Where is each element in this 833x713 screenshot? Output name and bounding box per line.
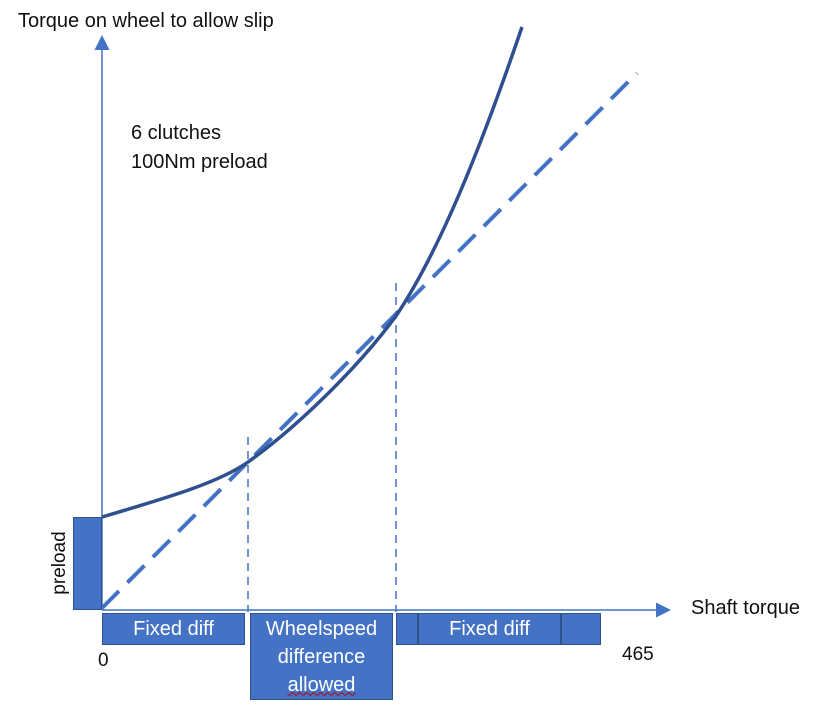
x-axis-title: Shaft torque bbox=[691, 597, 800, 619]
wheelspeed-difference-box: Wheelspeed difference allowed bbox=[250, 613, 393, 700]
right-small-box-left bbox=[396, 613, 418, 645]
y-axis-title: Torque on wheel to allow slip bbox=[18, 10, 274, 32]
x-tick-zero: 0 bbox=[98, 650, 109, 671]
dashed-reference-line bbox=[100, 71, 639, 610]
clutch-count-note: 6 clutches bbox=[131, 122, 222, 144]
fixed-diff-right-box: Fixed diff bbox=[418, 613, 561, 645]
preload-label: preload bbox=[49, 531, 70, 595]
fixed-diff-left-box: Fixed diff bbox=[102, 613, 245, 645]
preload-note: 100Nm preload bbox=[131, 151, 268, 173]
x-tick-465: 465 bbox=[622, 644, 654, 665]
preload-bar bbox=[73, 517, 102, 610]
slip-torque-curve bbox=[101, 26, 524, 519]
right-small-box-end bbox=[561, 613, 601, 645]
wheelspeed-line3: allowed bbox=[287, 673, 356, 696]
wheelspeed-line2: difference bbox=[277, 645, 366, 668]
wheelspeed-line1: Wheelspeed bbox=[265, 617, 378, 640]
